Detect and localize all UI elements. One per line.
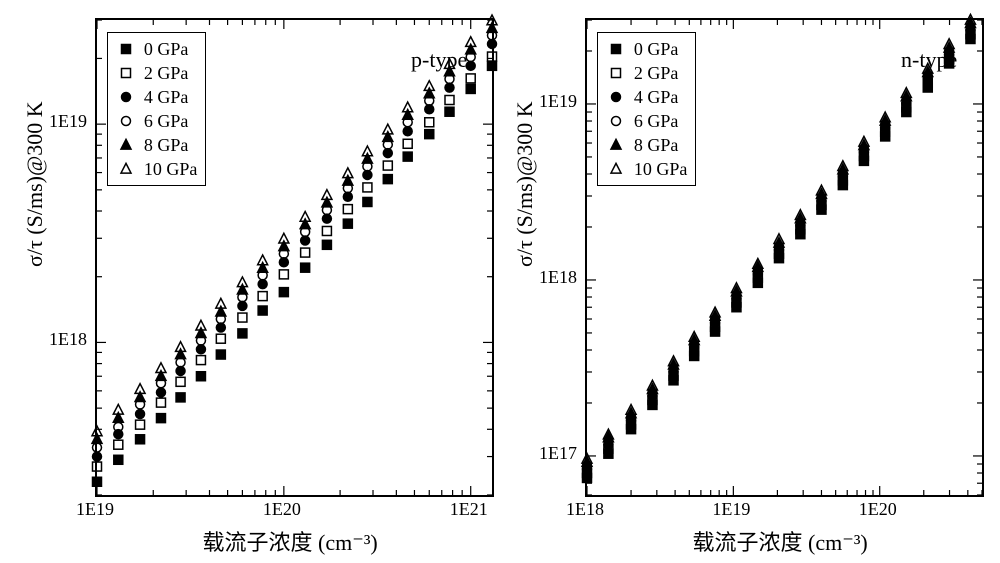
legend-item: 2 GPa	[114, 61, 198, 85]
panel-title-n-type: n-type	[901, 47, 957, 73]
legend-marker-icon	[604, 37, 628, 61]
legend-marker-icon	[114, 109, 138, 133]
legend-marker-icon	[604, 133, 628, 157]
legend-label: 8 GPa	[634, 135, 679, 156]
legend-label: 0 GPa	[144, 39, 189, 60]
legend-label: 10 GPa	[144, 159, 198, 180]
ytick-label: 1E18	[0, 329, 87, 350]
legend-item: 8 GPa	[604, 133, 688, 157]
legend-label: 2 GPa	[634, 63, 679, 84]
legend-label: 6 GPa	[144, 111, 189, 132]
xtick-label: 1E18	[566, 499, 604, 520]
legend-marker-icon	[604, 85, 628, 109]
legend-item: 2 GPa	[604, 61, 688, 85]
legend-label: 2 GPa	[144, 63, 189, 84]
legend-marker-icon	[604, 109, 628, 133]
legend-marker-icon	[114, 37, 138, 61]
ytick-label: 1E17	[0, 443, 577, 464]
legend-marker-icon	[604, 157, 628, 181]
xlabel-n-type: 载流子浓度 (cm⁻³)	[693, 525, 868, 557]
xlabel-p-type: 载流子浓度 (cm⁻³)	[203, 525, 378, 557]
legend-label: 10 GPa	[634, 159, 688, 180]
xtick-label: 1E19	[76, 499, 114, 520]
ytick-label: 1E18	[0, 267, 577, 288]
legend-item: 10 GPa	[114, 157, 198, 181]
legend-item: 10 GPa	[604, 157, 688, 181]
legend-item: 0 GPa	[604, 37, 688, 61]
figure-container: 1E19 1E20 1E21 1E18 1E19 载流子浓度 (cm⁻³) σ/τ (S/m…	[0, 0, 1000, 563]
panel-title-p-type: p-type	[411, 47, 467, 73]
legend-label: 6 GPa	[634, 111, 679, 132]
legend-marker-icon	[114, 157, 138, 181]
legend-item: 6 GPa	[604, 109, 688, 133]
legend-marker-icon	[114, 133, 138, 157]
legend-marker-icon	[114, 61, 138, 85]
ylabel-p-type: σ/τ (S/ms)@300 K	[22, 247, 48, 267]
legend-item: 6 GPa	[114, 109, 198, 133]
legend-label: 4 GPa	[634, 87, 679, 108]
xtick-label: 1E19	[712, 499, 750, 520]
legend-label: 8 GPa	[144, 135, 189, 156]
xtick-label: 1E21	[450, 499, 488, 520]
legend-item: 8 GPa	[114, 133, 198, 157]
ytick-label: 1E19	[0, 91, 577, 112]
legend-marker-icon	[604, 61, 628, 85]
xtick-label: 1E20	[263, 499, 301, 520]
ylabel-n-type: σ/τ (S/ms)@300 K	[512, 247, 538, 267]
legend-label: 0 GPa	[634, 39, 679, 60]
legend-item: 0 GPa	[114, 37, 198, 61]
legend-item: 4 GPa	[604, 85, 688, 109]
xtick-label: 1E20	[859, 499, 897, 520]
legend-n-type: 0 GPa 2 GPa 4 GPa 6 GPa 8 GPa 10 GPa	[597, 32, 697, 186]
